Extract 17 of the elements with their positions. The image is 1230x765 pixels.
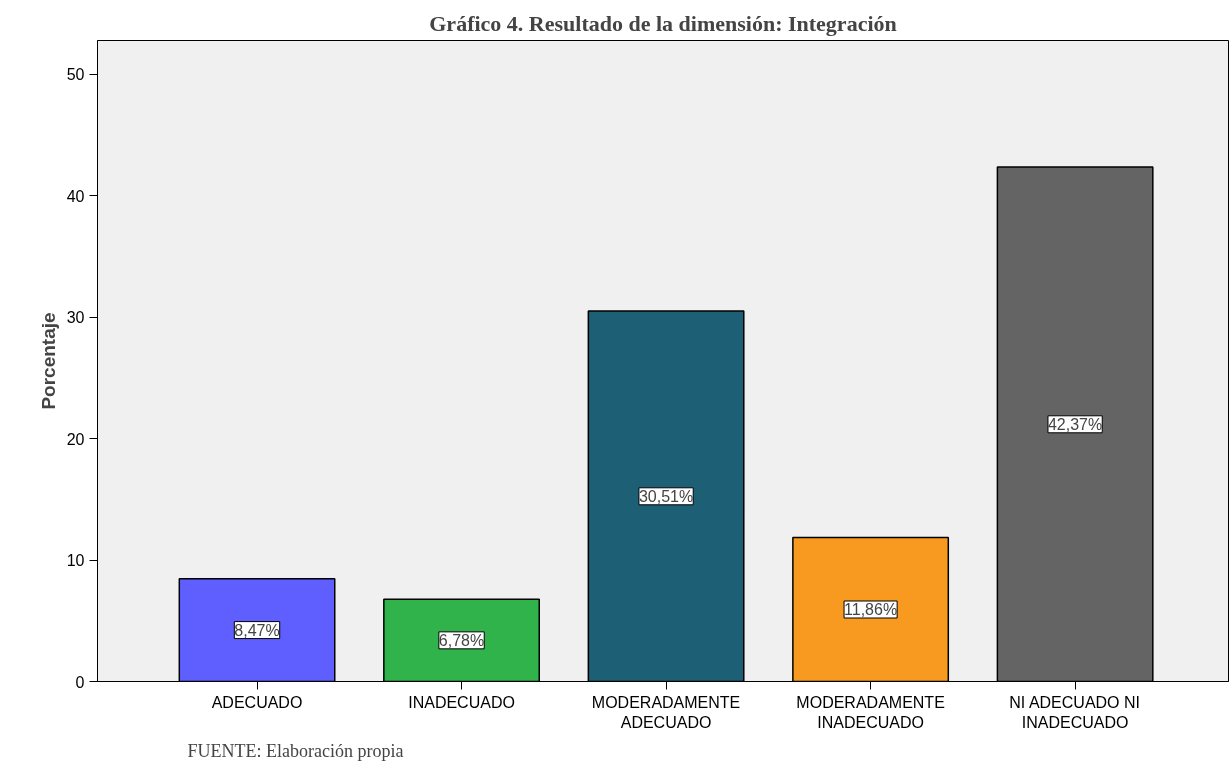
y-tick-label: 50 bbox=[66, 66, 85, 84]
y-axis-title: Porcentaje bbox=[37, 312, 59, 410]
source-note: FUENTE: Elaboración propia bbox=[187, 740, 404, 761]
y-tick-label: 0 bbox=[75, 673, 85, 691]
x-tick-label: MODERADAMENTE INADECUADO bbox=[796, 693, 945, 731]
data-label: 8,47% bbox=[234, 621, 280, 639]
y-tick-label: 40 bbox=[66, 187, 85, 205]
y-tick-label: 30 bbox=[66, 309, 85, 327]
x-tick-label: MODERADAMENTE ADECUADO bbox=[591, 693, 741, 731]
x-tick-label: ADECUADO bbox=[211, 693, 303, 711]
data-label: 11,86% bbox=[844, 601, 898, 619]
x-tick-label: INADECUADO bbox=[408, 693, 515, 711]
chart-title: Gráfico 4. Resultado de la dimensión: Integración bbox=[429, 10, 897, 36]
y-tick-label: 10 bbox=[66, 552, 85, 570]
y-tick-label: 20 bbox=[66, 430, 85, 448]
data-label: 6,78% bbox=[438, 631, 485, 649]
x-tick-label: NI ADECUADO NI INADECUADO bbox=[1009, 693, 1141, 731]
